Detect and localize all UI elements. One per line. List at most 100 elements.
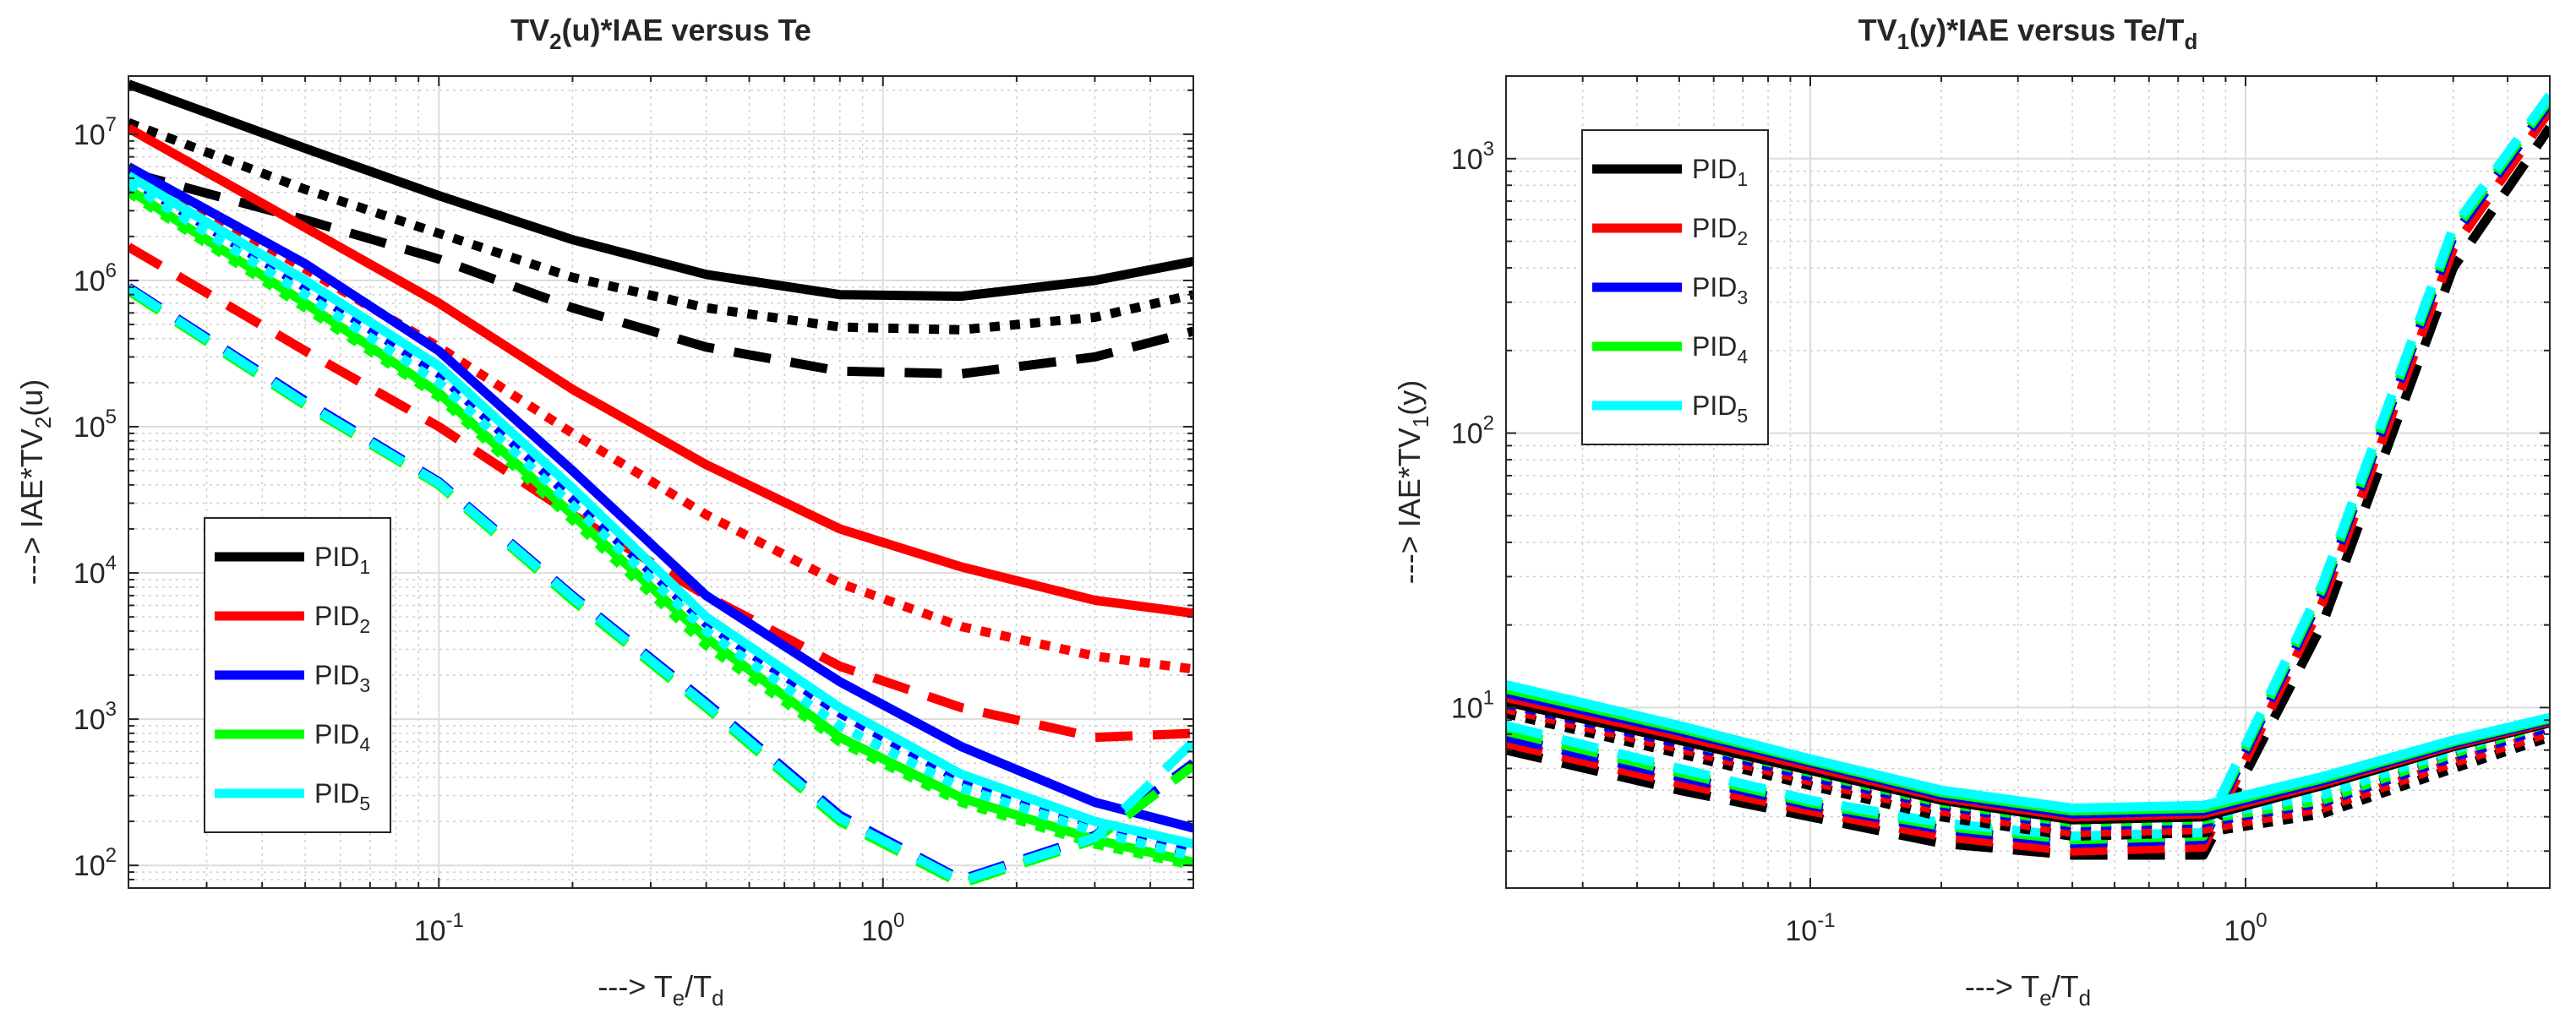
x-axis-label: ---> Te/Td [1965, 969, 2091, 1011]
tick-base: 10 [74, 558, 106, 590]
legend-text: PID [1692, 272, 1737, 302]
legend-subscript: 2 [1737, 227, 1748, 249]
tick-exponent: 0 [893, 909, 904, 932]
legend-text: PID [314, 542, 359, 572]
tick-base: 10 [74, 119, 106, 151]
y-tick-label: 104 [74, 552, 117, 590]
series-group [1506, 92, 2550, 860]
y-tick-label: 101 [1451, 686, 1494, 724]
y-tick-label: 106 [74, 259, 117, 297]
y-tick-label: 107 [74, 113, 117, 151]
chart-title-part: 2 [549, 30, 561, 54]
y-tick-label: 102 [74, 844, 117, 882]
tick-exponent: 4 [106, 552, 117, 575]
legend-label-pid3: PID3 [314, 660, 370, 696]
legend-subscript: 3 [359, 674, 370, 696]
tick-base: 10 [74, 850, 106, 882]
legend-subscript: 1 [1737, 168, 1748, 190]
legend-label-pid4: PID4 [1692, 331, 1748, 368]
tick-exponent: 5 [106, 406, 117, 428]
series-line-pid2-dotted [128, 162, 1193, 674]
series-line-pid5-solid [128, 172, 1193, 849]
tick-base: 10 [861, 915, 893, 947]
chart-title-part: TV [1858, 13, 1897, 47]
series-line-pid5-solid [1506, 680, 2550, 813]
x-axis-label-part: ---> T [1965, 969, 2039, 1004]
legend-label-pid1: PID1 [314, 542, 370, 578]
chart-title: TV2(u)*IAE versus Te [510, 13, 811, 54]
x-axis-label-part: /T [2052, 969, 2079, 1004]
y-axis-label: ---> IAE*TV2(u) [14, 379, 56, 585]
y-axis-label: ---> IAE*TV1(y) [1392, 380, 1433, 584]
tick-base: 10 [2224, 915, 2256, 947]
series-line-pid3-dotted [128, 174, 1193, 858]
y-axis-label-part: ---> IAE*TV [1392, 428, 1427, 584]
series-line-pid1-dashed [128, 167, 1193, 379]
y-tick-label: 102 [1451, 412, 1494, 450]
chart-title-part: TV [510, 13, 549, 47]
series-line-pid5-dashed [128, 284, 1193, 886]
series-line-pid4-dotted [128, 188, 1193, 870]
x-axis-label-part: d [712, 987, 723, 1011]
legend-subscript: 1 [359, 556, 370, 578]
y-tick-label: 105 [74, 406, 117, 444]
tick-exponent: 6 [106, 259, 117, 282]
tick-base: 10 [414, 915, 446, 947]
y-tick-label: 103 [1451, 138, 1494, 176]
x-axis-label-part: ---> T [598, 969, 672, 1004]
y-axis-label-part: 2 [32, 417, 56, 428]
tick-exponent: 3 [106, 698, 117, 721]
legend-subscript: 3 [1737, 286, 1748, 308]
tick-exponent: 2 [1483, 412, 1494, 435]
series-line-pid4-solid [128, 185, 1193, 867]
legend-text: PID [1692, 390, 1737, 421]
legend-subscript: 4 [359, 733, 370, 755]
tick-exponent: -1 [446, 909, 464, 932]
legend-subscript: 4 [1737, 346, 1748, 368]
tick-exponent: 2 [106, 844, 117, 867]
tick-base: 10 [1451, 144, 1483, 176]
x-axis-label-part: e [673, 987, 685, 1011]
legend-subscript: 2 [359, 615, 370, 637]
series-line-pid2-solid [128, 123, 1193, 618]
legend-label-pid2: PID2 [1692, 213, 1748, 249]
series-group [128, 79, 1193, 888]
chart-title: TV1(y)*IAE versus Te/Td [1858, 13, 2198, 54]
legend-subscript: 5 [1737, 405, 1748, 427]
y-axis-label-part: 1 [1410, 416, 1433, 428]
x-axis-label-part: e [2039, 987, 2051, 1011]
x-tick-label: 10-1 [414, 909, 464, 947]
legend-label-pid4: PID4 [314, 719, 370, 755]
x-axis-label-part: /T [685, 969, 712, 1004]
legend-text: PID [1692, 154, 1737, 184]
x-axis-label-part: d [2079, 987, 2091, 1011]
tick-exponent: -1 [1817, 909, 1835, 932]
tick-base: 10 [1785, 915, 1817, 947]
tick-marks [1505, 75, 2551, 888]
series-line-pid1-solid [128, 79, 1193, 302]
x-axis-label: ---> Te/Td [598, 969, 723, 1011]
tick-base: 10 [1451, 418, 1483, 450]
x-tick-label: 100 [861, 909, 904, 947]
tick-base: 10 [74, 704, 106, 736]
legend-text: PID [314, 778, 359, 809]
y-axis-label-part: ---> IAE*TV [14, 428, 49, 585]
x-tick-label: 10-1 [1785, 909, 1835, 947]
x-tick-label: 100 [2224, 909, 2267, 947]
legend-text: PID [1692, 213, 1737, 243]
tick-exponent: 7 [106, 113, 117, 136]
tick-exponent: 1 [1483, 686, 1494, 709]
legend-text: PID [1692, 331, 1737, 362]
legend-label-pid5: PID5 [314, 778, 370, 815]
tick-base: 10 [74, 411, 106, 444]
tick-exponent: 3 [1483, 138, 1494, 161]
chart-title-part: (y)*IAE versus Te/T [1909, 13, 2184, 47]
axes-box [128, 75, 1194, 889]
legend-label-pid1: PID1 [1692, 154, 1748, 190]
chart-title-part: (u)*IAE versus Te [562, 13, 811, 47]
